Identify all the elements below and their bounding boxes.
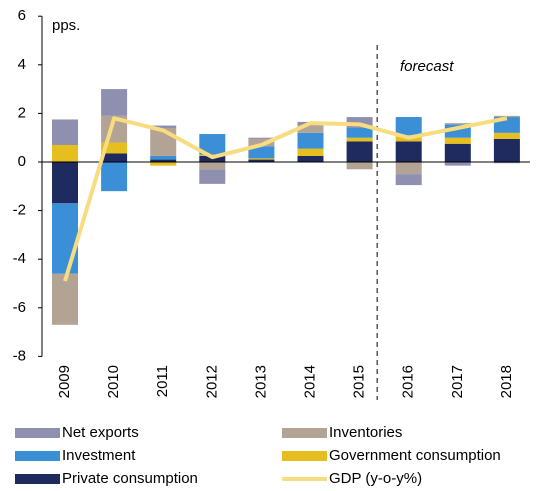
bar-segment — [150, 125, 177, 128]
bar-segment — [199, 162, 226, 170]
y-tick-label: 2 — [18, 104, 26, 121]
bar-segment — [346, 127, 373, 138]
bar-segment — [248, 137, 275, 139]
x-tick-label: 2012 — [203, 365, 220, 398]
x-tick-label: 2014 — [301, 365, 318, 398]
bar-segment — [297, 148, 324, 156]
x-tick-label: 2013 — [252, 365, 269, 398]
bar-segment — [52, 273, 78, 325]
bar-segment — [297, 125, 324, 133]
bar-segment — [150, 159, 177, 162]
bar-segment — [395, 141, 422, 162]
bar-segment — [493, 162, 520, 164]
bar-segment — [52, 203, 78, 274]
legend-swatch — [282, 428, 327, 438]
bar-segment — [101, 162, 128, 192]
legend-swatch — [15, 451, 60, 461]
y-tick-label: 4 — [18, 56, 26, 73]
bar-segment — [444, 162, 471, 166]
bar-segment — [248, 158, 275, 160]
bar-segment — [395, 162, 422, 175]
x-tick-label: 2017 — [449, 365, 466, 398]
bar-segment — [248, 138, 275, 147]
bar-segment — [395, 174, 422, 186]
y-tick-label: -8 — [13, 347, 26, 364]
bar-segment — [297, 155, 324, 162]
bar-segment — [248, 159, 275, 162]
forecast-label: forecast — [400, 58, 454, 75]
bar-segment — [150, 162, 177, 166]
bar-segment — [101, 153, 128, 162]
x-tick-label: 2016 — [400, 365, 417, 398]
legend-label: Government consumption — [329, 447, 501, 464]
x-tick-label: 2009 — [56, 365, 73, 398]
legend-label: Private consumption — [62, 470, 198, 487]
legend-label: GDP (y-o-y%) — [329, 470, 422, 487]
x-tick-label: 2018 — [498, 365, 515, 398]
legend-swatch — [15, 428, 60, 438]
y-axis-label: pps. — [52, 17, 80, 34]
bar-segment — [346, 162, 373, 170]
bar-segment — [493, 115, 520, 118]
legend-swatch — [15, 474, 60, 484]
bar-segment — [52, 119, 78, 145]
bar-segment — [199, 169, 226, 184]
gdp-line — [63, 116, 508, 282]
bar-segment — [297, 132, 324, 149]
bar-segment — [101, 142, 128, 154]
legend-label: Investment — [62, 447, 136, 464]
legend-swatch — [282, 451, 327, 461]
x-tick-label: 2011 — [154, 365, 171, 397]
bar-segment — [346, 141, 373, 162]
legend-label: Net exports — [62, 424, 139, 441]
bar-segment — [444, 143, 471, 162]
y-tick-label: -4 — [13, 250, 26, 267]
y-tick-label: 0 — [18, 153, 26, 170]
y-tick-label: -2 — [13, 202, 26, 219]
bar-segment — [493, 132, 520, 139]
bar-segment — [444, 137, 471, 144]
legend-label: Inventories — [329, 424, 402, 441]
y-tick-label: 6 — [18, 7, 26, 24]
x-tick-label: 2010 — [105, 365, 122, 398]
bar-segment — [248, 146, 275, 159]
y-tick-label: -6 — [13, 299, 26, 316]
bar-segment — [493, 138, 520, 162]
bar-segment — [346, 137, 373, 142]
bar-segment — [395, 117, 422, 136]
bar-segment — [150, 155, 177, 160]
bar-segment — [199, 134, 226, 155]
bar-segment — [444, 123, 471, 125]
bar-segment — [52, 162, 78, 204]
bar-segment — [101, 89, 128, 116]
bar-segment — [52, 144, 78, 162]
x-tick-label: 2015 — [351, 365, 368, 398]
